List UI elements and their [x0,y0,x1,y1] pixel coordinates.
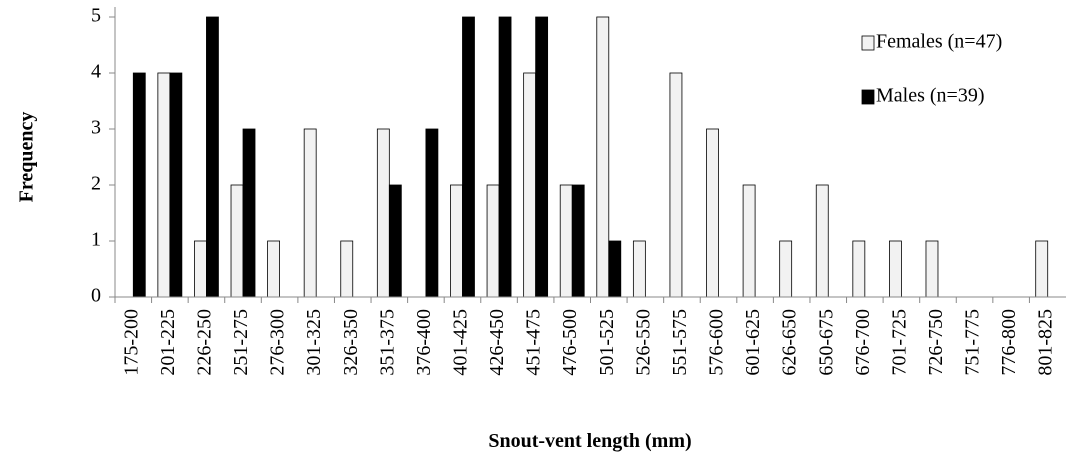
x-tick-label: 801-825 [1035,309,1057,376]
bar [267,240,280,298]
y-tick-label: 4 [91,61,101,83]
bar [425,128,439,298]
bar [498,16,512,298]
y-tick-label: 2 [91,173,101,195]
x-tick-label: 175-200 [120,309,142,376]
x-tick-label: 551-575 [669,309,691,376]
x-tick-label: 576-600 [706,309,728,376]
legend-swatch [861,89,875,105]
bar [486,184,500,298]
x-tick-label: 276-300 [267,309,289,376]
bar [194,240,207,298]
bar [132,72,146,298]
x-tick-label: 601-625 [742,309,764,376]
bar [535,16,549,298]
x-tick-label: 626-650 [779,309,801,376]
bar [669,72,683,298]
x-tick-label: 476-500 [559,309,581,376]
x-tick-label: 251-275 [230,309,252,376]
x-tick-label: 301-325 [303,309,325,376]
bar [596,16,610,298]
bar [157,72,171,298]
x-tick-label: 426-450 [486,309,508,376]
bar [559,184,573,298]
x-tick-label: 326-350 [340,309,362,376]
bar [889,240,902,298]
bar [169,72,183,298]
x-tick-label: 401-425 [449,309,471,376]
bar [242,128,256,298]
x-tick-label: 451-475 [523,309,545,376]
legend-swatch [861,35,875,51]
x-axis-title: Snout-vent length (mm) [488,430,691,452]
bar [230,184,244,298]
x-tick-label: 501-525 [596,309,618,376]
bar [815,184,829,298]
x-tick-label: 776-800 [998,309,1020,376]
x-tick-label: 650-675 [815,309,837,376]
x-tick-label: 751-775 [962,309,984,376]
bar [742,184,756,298]
bar [388,184,402,298]
bar [779,240,793,298]
x-tick-label: 226-250 [193,309,215,376]
bar [462,16,475,298]
x-tick-label: 201-225 [157,309,179,376]
x-tick-label: 351-375 [376,309,398,376]
bar [206,16,219,298]
y-axis-title: Frequency [16,112,38,203]
y-tick-label: 5 [91,5,101,27]
bar [925,240,939,298]
legend-label: Females (n=47) [876,31,1002,53]
bar [706,128,719,298]
bar [1035,240,1049,298]
x-tick-label: 526-550 [632,309,654,376]
bar [340,240,354,298]
y-tick-label: 0 [91,285,101,307]
x-tick-label: 726-750 [925,309,947,376]
y-tick-label: 3 [91,117,101,139]
x-tick-label: 676-700 [852,309,874,376]
bar [632,240,646,298]
x-tick-label: 701-725 [888,309,910,376]
x-tick-label: 376-400 [413,309,435,376]
bar [376,128,390,298]
legend-label: Males (n=39) [876,85,984,107]
bar [852,240,866,298]
bar [523,72,537,298]
bar [303,128,317,298]
bar [571,184,585,298]
bar [608,240,622,298]
y-tick-label: 1 [91,229,101,251]
bar [450,184,463,298]
